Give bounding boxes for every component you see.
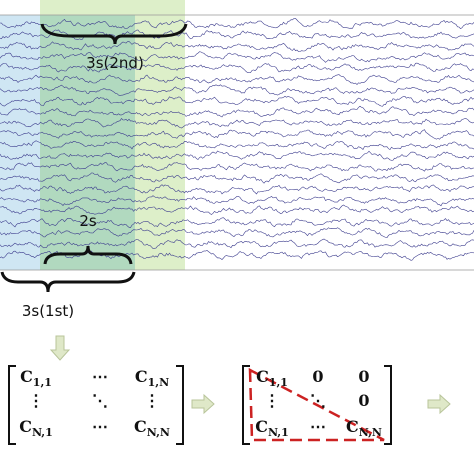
cell-sub: 1,N [148,376,170,389]
eeg-trace [0,118,474,129]
eeg-trace [0,51,474,63]
eeg-trace [0,140,474,151]
matrix-cell: CN,1 [19,417,53,439]
matrix-cell: CN,1 [255,417,289,439]
matrix-cell: C1,1 [20,367,52,389]
eeg-traces [0,18,474,261]
eeg-trace [0,29,474,41]
eeg-trace [0,150,474,161]
matrix-bracket [242,365,392,445]
matrix-cell: 0 [358,391,369,410]
matrix-cell: C1,1 [256,367,288,389]
eeg-trace [0,84,474,96]
eeg-trace [0,238,474,249]
eeg-trace [0,204,474,215]
arrow [427,393,451,415]
eeg-trace [0,195,474,207]
matrix-cell: ⋱ [310,391,326,410]
cell-base: C [255,417,268,436]
matrix-cell: ⋮ [144,391,160,410]
cell-base: C [256,367,269,386]
eeg-trace [0,162,474,172]
eeg-trace [0,95,474,107]
cell-sub: N,1 [32,426,53,439]
matrix-bracket [8,365,184,445]
cell-base: C [19,417,32,436]
cell-sub: 1,1 [33,376,52,389]
brace [40,23,188,45]
arrow [49,335,71,361]
cell-base: C [134,417,147,436]
matrix-cell: CN,N [134,417,170,439]
eeg-trace [0,250,474,261]
matrix-cell: ⋮ [28,391,44,410]
cell-sub: N,N [147,426,170,439]
matrix-cell: C1,N [135,367,169,389]
cell-base: C [20,367,33,386]
arrow [191,393,215,415]
cell-sub: N,1 [268,426,289,439]
cell-base: C [135,367,148,386]
eeg-trace [0,41,474,52]
matrix-cell: ⋯ [92,367,108,386]
eeg-trace [0,217,474,229]
overlap-window [40,15,135,270]
window-label: 3s(1st) [22,302,74,320]
cell-sub: N,N [359,426,382,439]
matrix-cell: ⋯ [92,417,108,436]
matrix-cell: 0 [312,367,323,386]
lower-triangle [248,367,385,442]
eeg-trace [0,105,474,118]
eeg-trace [0,227,474,239]
cell-base: C [346,417,359,436]
matrix-cell: ⋯ [310,417,326,436]
brace [43,245,133,265]
matrix-cell: ⋮ [264,391,280,410]
cell-sub: 1,1 [269,376,288,389]
matrix-cell: 0 [358,367,369,386]
brace [0,271,136,293]
matrix-cell: ⋱ [92,391,108,410]
eeg-trace [0,18,474,29]
eeg-trace [0,172,474,184]
window-label: 3s(2nd) [86,54,144,72]
window-label: 2s [79,212,97,230]
eeg-trace [0,129,474,140]
eeg-trace [0,184,474,195]
eeg-trace [0,74,474,86]
eeg-trace [0,62,474,74]
matrix-cell: CN,N [346,417,382,439]
